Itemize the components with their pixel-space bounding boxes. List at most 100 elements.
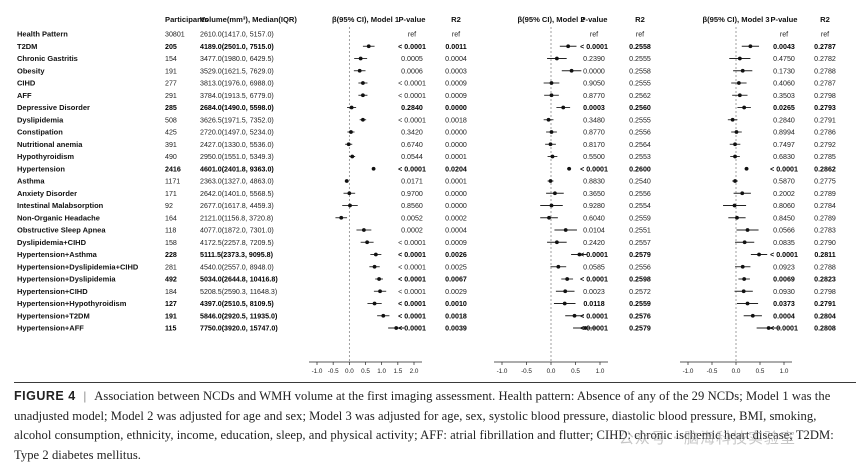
row-label: Obstructive Sleep Apnea — [17, 226, 106, 235]
row-pvalue-3: ref — [780, 31, 788, 39]
x-tick-label-3-0: -1.0 — [683, 368, 694, 375]
row-volume: 5208.5(2590.3, 11648.3) — [200, 288, 277, 296]
x-tick-label-2-2: 0.0 — [547, 368, 556, 375]
estimate-point-1 — [377, 277, 381, 281]
row-participants: 115 — [165, 325, 176, 333]
estimate-point-1 — [373, 252, 378, 257]
row-participants: 154 — [165, 55, 177, 63]
row-pvalue-1: 0.8560 — [401, 202, 423, 210]
row-volume: 5111.5(2373.3, 9095.8) — [200, 251, 274, 259]
row-pvalue-1: < 0.0001 — [398, 325, 426, 333]
row-r2-3: 0.2790 — [814, 239, 836, 247]
row-r2-1: 0.0000 — [445, 141, 467, 149]
estimate-point-2 — [566, 44, 571, 49]
row-pvalue-3: 0.3503 — [773, 92, 795, 100]
row-volume: 3477.0(1980.0, 6429.5) — [200, 55, 274, 63]
estimate-point-3 — [742, 277, 747, 281]
estimate-point-2 — [546, 117, 551, 122]
estimate-point-1 — [361, 81, 365, 85]
row-pvalue-2: 0.0585 — [583, 263, 605, 271]
row-pvalue-2: < 0.0001 — [580, 325, 608, 333]
row-pvalue-2: 0.8770 — [583, 92, 605, 100]
row-pvalue-1: 0.3420 — [401, 129, 423, 137]
row-pvalue-3: 0.0004 — [773, 312, 795, 320]
panel-header-3: β(95% CI), Model 3 — [702, 15, 769, 24]
estimate-point-2 — [548, 142, 553, 147]
estimate-point-3 — [745, 301, 750, 306]
estimate-point-2 — [583, 326, 588, 330]
row-label: Depressive Disorder — [17, 103, 90, 112]
estimate-point-3 — [757, 252, 761, 257]
row-pvalue-1: 0.9700 — [401, 190, 423, 198]
row-pvalue-3: 0.2002 — [773, 190, 795, 198]
x-tick-label-2-3: 0.5 — [571, 368, 580, 375]
row-pvalue-1: < 0.0001 — [398, 300, 426, 308]
row-pvalue-3: < 0.0001 — [770, 165, 798, 173]
estimate-point-2 — [554, 56, 559, 61]
row-r2-2: 0.2560 — [629, 104, 651, 112]
row-volume: 2720.0(1497.0, 5234.0) — [200, 129, 274, 137]
x-tick-label-3-3: 0.5 — [756, 368, 765, 375]
row-label: Intestinal Malabsorption — [17, 201, 104, 210]
row-pvalue-1: 0.0544 — [401, 153, 423, 161]
row-r2-3: 0.2788 — [814, 67, 836, 75]
row-r2-3: 0.2793 — [814, 104, 836, 112]
estimate-point-1 — [371, 166, 376, 171]
row-volume: 7750.0(3920.0, 15747.0) — [200, 325, 278, 333]
row-r2-2: 0.2579 — [629, 325, 651, 333]
row-r2-3: 0.2823 — [814, 276, 836, 284]
row-participants: 2416 — [165, 165, 181, 173]
estimate-point-2 — [561, 105, 566, 110]
row-r2-1: 0.0026 — [445, 251, 467, 259]
pvalue-header-2: P-value — [580, 15, 607, 24]
pvalue-header-3: P-value — [770, 15, 797, 24]
row-r2-2: 0.2559 — [629, 300, 651, 308]
estimate-point-2 — [549, 93, 554, 98]
row-r2-2: 0.2564 — [629, 141, 651, 149]
row-pvalue-2: < 0.0001 — [580, 43, 608, 51]
row-r2-2: 0.2598 — [629, 276, 651, 284]
estimate-point-3 — [750, 313, 755, 318]
r2-header-2: R2 — [635, 15, 645, 24]
row-r2-3: 0.2789 — [814, 214, 836, 222]
estimate-point-1 — [346, 142, 351, 147]
x-tick-label-1-0: -1.0 — [312, 368, 323, 375]
estimate-point-3 — [742, 240, 747, 245]
row-label: Hypertension+Asthma — [17, 250, 98, 259]
row-pvalue-1: 0.6740 — [401, 141, 423, 149]
row-r2-1: 0.0009 — [445, 92, 467, 100]
estimate-point-1 — [372, 264, 377, 269]
row-r2-3: 0.2789 — [814, 190, 836, 198]
row-participants: 285 — [165, 104, 177, 112]
row-r2-2: 0.2555 — [629, 116, 651, 124]
estimate-point-3 — [766, 326, 771, 330]
row-pvalue-3: < 0.0001 — [770, 325, 798, 333]
row-label: Obesity — [17, 66, 45, 75]
row-pvalue-3: 0.8060 — [773, 202, 795, 210]
row-pvalue-2: < 0.0001 — [580, 251, 608, 259]
row-pvalue-3: 0.4060 — [773, 80, 795, 88]
row-r2-3: 0.2787 — [814, 80, 836, 88]
row-r2-2: 0.2555 — [629, 55, 651, 63]
row-volume: 4189.0(2501.0, 7515.0) — [200, 43, 274, 51]
estimate-point-2 — [547, 215, 551, 220]
row-r2-2: 0.2579 — [629, 251, 651, 259]
row-volume: 2363.0(1327.0, 4863.0) — [200, 178, 274, 186]
caption-rule — [14, 382, 856, 383]
row-participants: 30801 — [165, 31, 185, 39]
row-pvalue-3: 0.8450 — [773, 214, 795, 222]
row-volume: 4540.0(2557.0, 8948.0) — [200, 263, 274, 271]
estimate-point-1 — [378, 289, 382, 294]
row-pvalue-1: ref — [408, 31, 416, 39]
panel-header-2: β(95% CI), Model 2 — [517, 15, 584, 24]
row-label: Hypothyroidism — [17, 152, 74, 161]
estimate-point-2 — [567, 166, 572, 171]
estimate-point-3 — [748, 44, 753, 49]
row-r2-3: 0.2811 — [814, 251, 835, 259]
row-participants: 391 — [165, 141, 177, 149]
x-tick-label-1-6: 2.0 — [410, 368, 419, 375]
row-pvalue-2: 0.8770 — [583, 129, 605, 137]
row-pvalue-2: < 0.0001 — [580, 312, 608, 320]
estimate-point-2 — [569, 68, 574, 73]
